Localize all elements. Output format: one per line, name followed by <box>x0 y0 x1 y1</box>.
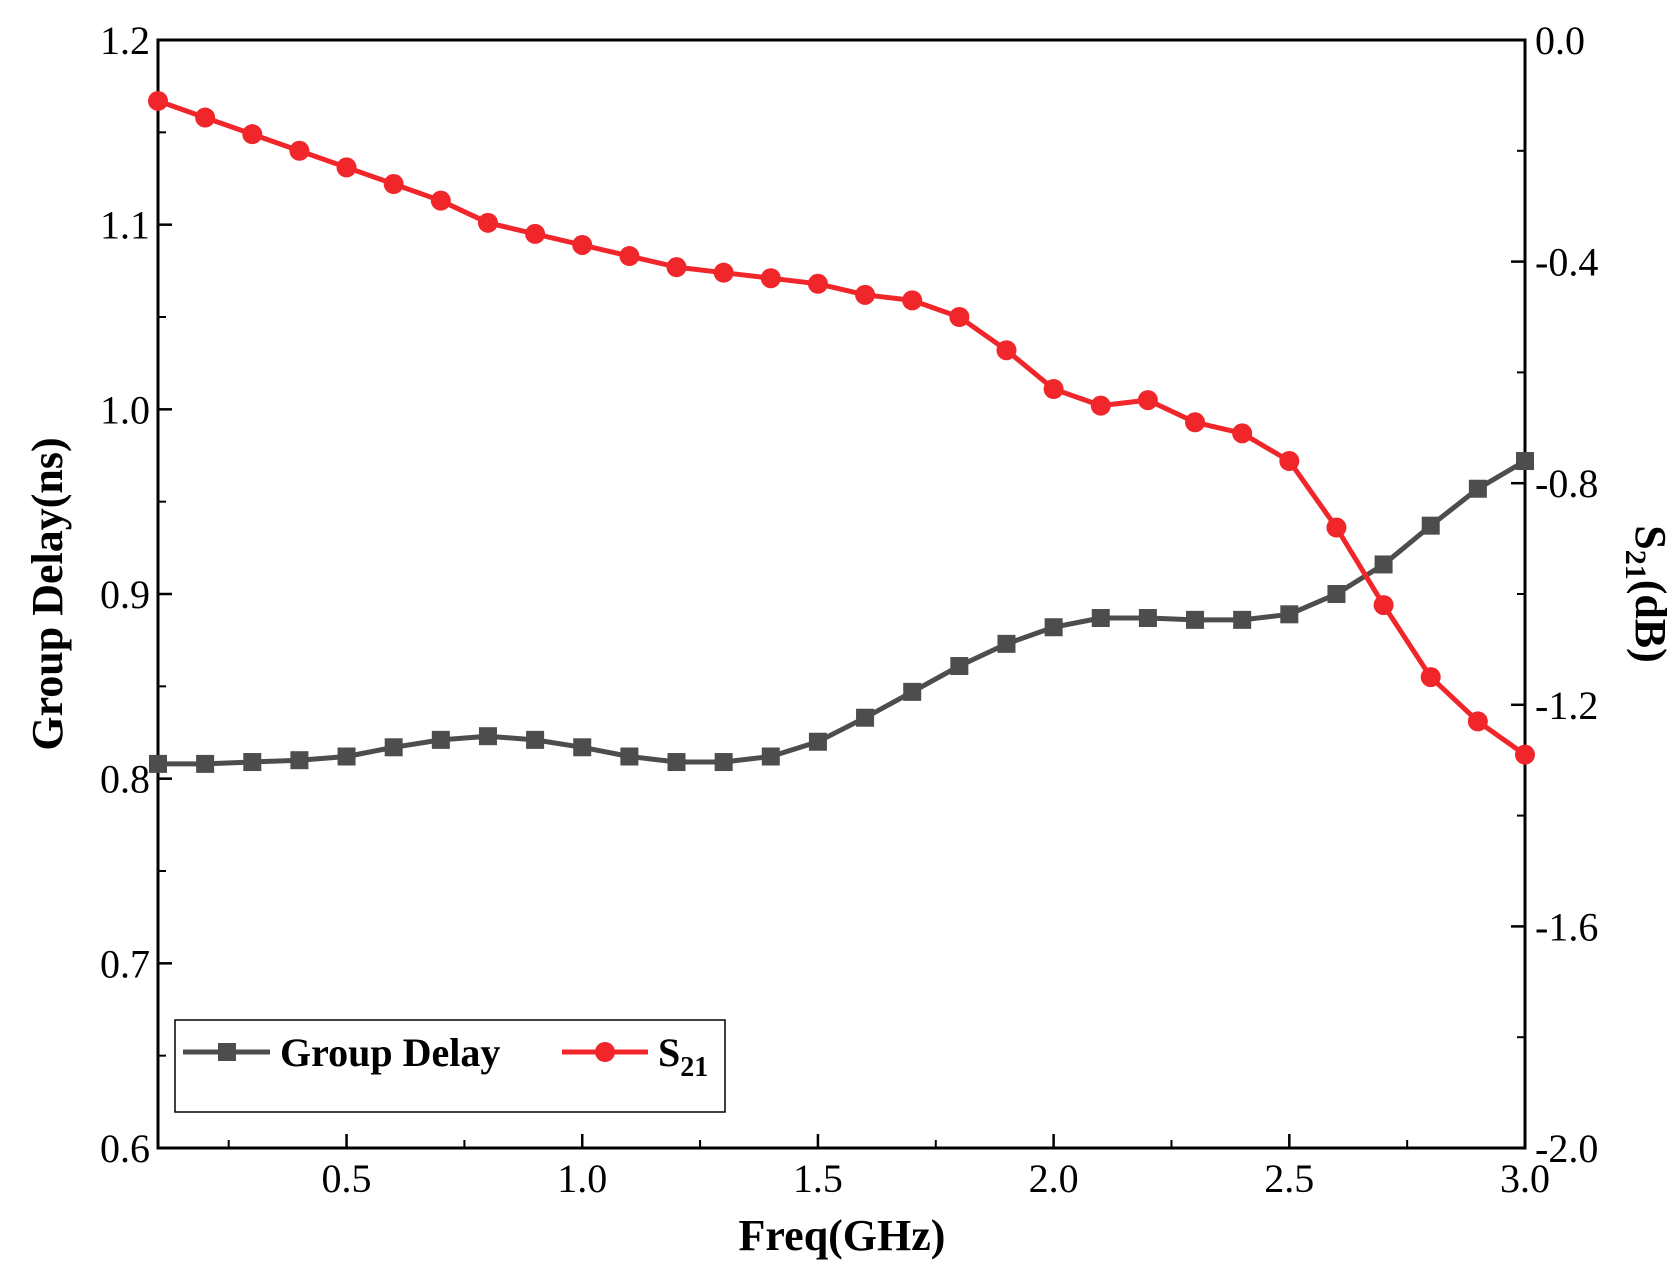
s21-point <box>289 140 310 161</box>
legend-group-delay-label: Group Delay <box>280 1030 500 1075</box>
s21-point <box>572 234 593 255</box>
group-delay-point <box>1186 610 1205 629</box>
legend-s21-sub: 21 <box>680 1052 708 1083</box>
x-tick-label: 1.5 <box>793 1156 843 1201</box>
group-delay-point <box>1516 452 1534 471</box>
group-delay-point <box>431 730 450 749</box>
s21-point <box>760 268 781 289</box>
group-delay-point <box>950 657 969 676</box>
s21-point <box>477 212 498 233</box>
group-delay-point <box>997 634 1016 653</box>
y-left-tick-label: 0.9 <box>100 572 150 617</box>
x-tick-label: 3.0 <box>1500 1156 1550 1201</box>
legend-box <box>174 1019 726 1113</box>
y-left-tick-label: 1.1 <box>100 203 150 248</box>
legend-group-delay-marker <box>218 1043 236 1061</box>
legend-s21-marker <box>595 1042 615 1062</box>
s21-point <box>807 273 828 294</box>
group-delay-point <box>337 747 356 766</box>
group-delay-point <box>478 727 497 746</box>
s21-point <box>1515 744 1535 765</box>
s21-point <box>1467 711 1488 732</box>
y-right-axis-title: S21(dB) <box>1619 525 1673 663</box>
group-delay-point <box>761 747 780 766</box>
y-left-tick-label: 1.0 <box>100 387 150 432</box>
group-delay-point <box>1327 585 1346 603</box>
y-left-tick-label: 1.2 <box>100 18 150 63</box>
y-right-axis-title-tail: (dB) <box>1626 580 1673 663</box>
y-right-tick-label: -1.2 <box>1535 683 1598 728</box>
group-delay-point <box>1421 516 1440 535</box>
group-delay-point <box>856 708 875 727</box>
y-left-tick-label: 0.8 <box>100 757 150 802</box>
y-right-tick-label: -0.4 <box>1535 240 1598 285</box>
s21-point <box>195 107 216 128</box>
y-left-tick-label: 0.6 <box>100 1126 150 1171</box>
s21-point <box>1043 379 1064 400</box>
s21-point <box>1137 390 1158 411</box>
s21-point <box>996 340 1017 361</box>
group-delay-point <box>1044 618 1063 637</box>
s21-point <box>1373 595 1394 616</box>
x-tick-label: 1.0 <box>557 1156 607 1201</box>
group-delay-point <box>1091 609 1110 628</box>
group-delay-point <box>1468 479 1487 498</box>
s21-point <box>1326 517 1347 538</box>
group-delay-point <box>667 753 686 772</box>
y-left-axis-title: Group Delay(ns) <box>23 437 72 750</box>
group-delay-point <box>243 753 262 772</box>
s21-point <box>383 174 404 195</box>
group-delay-point <box>196 754 215 773</box>
group-delay-point <box>620 747 639 766</box>
x-tick-label: 2.5 <box>1264 1156 1314 1201</box>
s21-point <box>949 307 970 327</box>
s21-point <box>242 124 263 145</box>
s21-point <box>336 157 357 178</box>
group-delay-point <box>526 730 545 749</box>
group-delay-point <box>149 754 167 773</box>
x-axis-title: Freq(GHz) <box>739 1211 946 1260</box>
s21-point <box>855 284 876 305</box>
y-right-tick-label: 0.0 <box>1535 18 1585 63</box>
s21-point <box>430 190 451 211</box>
s21-point <box>1232 423 1253 444</box>
s21-point <box>902 290 923 311</box>
group-delay-point <box>290 751 309 770</box>
s21-point <box>666 257 687 278</box>
group-delay-point <box>1233 610 1252 629</box>
group-delay-point <box>808 732 827 751</box>
y-right-axis-title-main: S <box>1626 525 1673 549</box>
series-layer <box>148 90 1535 773</box>
s21-point <box>148 90 168 111</box>
s21-point <box>713 262 734 283</box>
group-delay-point <box>573 738 592 757</box>
y-right-tick-label: -2.0 <box>1535 1126 1598 1171</box>
y-right-tick-label: -1.6 <box>1535 904 1598 949</box>
s21-point <box>1420 667 1441 688</box>
s21-point <box>525 223 546 244</box>
legend-s21-main: S <box>658 1030 680 1075</box>
x-tick-label: 2.0 <box>1029 1156 1079 1201</box>
series-line-s21 <box>157 98 1527 757</box>
s21-point <box>1090 395 1111 416</box>
y-right-axis-title-sub: 21 <box>1619 550 1652 580</box>
group-delay-point <box>1374 555 1393 574</box>
group-delay-point <box>384 738 403 757</box>
y-left-tick-label: 0.7 <box>100 941 150 986</box>
group-delay-point <box>903 682 922 701</box>
plot-frame <box>156 38 1527 1150</box>
group-delay-point <box>1138 609 1157 628</box>
group-delay-point <box>714 753 733 772</box>
s21-point <box>1279 451 1300 472</box>
ticks: 0.5 1.0 1.5 2.0 2.5 3.0 0.6 0.7 0.8 0.9 1.0 1.1 1.2 -… <box>100 18 1598 1201</box>
y-right-tick-label: -0.8 <box>1535 461 1598 506</box>
group-delay-point <box>1280 605 1299 624</box>
x-tick-label: 0.5 <box>322 1156 372 1201</box>
legend-s21-label: S21 <box>658 1030 708 1083</box>
s21-point <box>619 246 640 267</box>
s21-point <box>1185 412 1206 433</box>
legend: Group Delay S21 <box>174 1019 726 1113</box>
